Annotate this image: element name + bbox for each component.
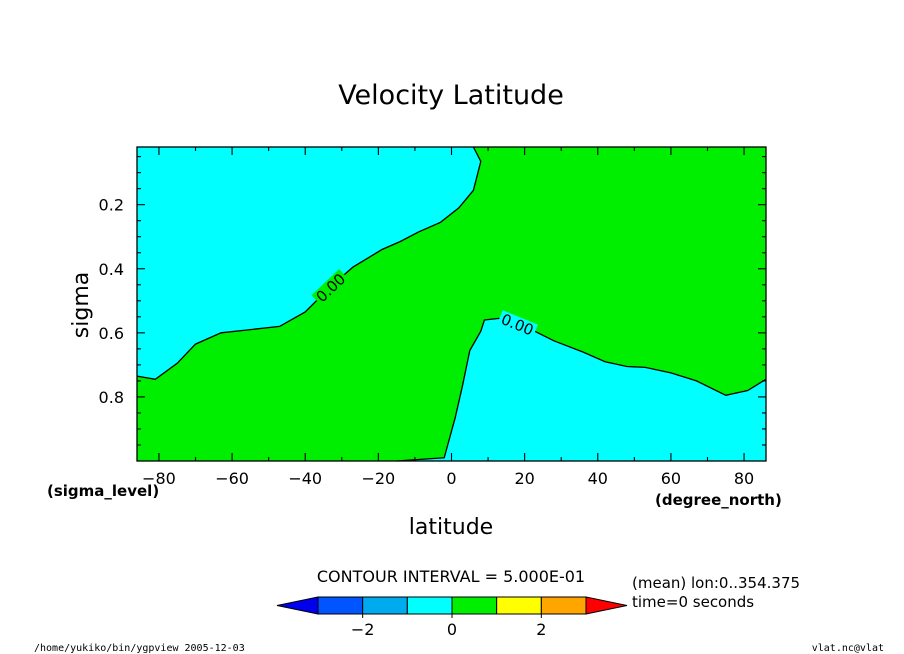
x-tick-label: 40: [588, 469, 608, 488]
y-tick-label: 0.2: [99, 196, 124, 215]
colorbar-segment: [451, 596, 498, 615]
colorbar-segment: [406, 596, 453, 615]
x-tick-label: −20: [361, 469, 395, 488]
colorbar-high-arrow: [585, 596, 628, 615]
contour-label-bg: [311, 269, 351, 307]
zero-contour-lower: [396, 317, 767, 462]
contour-interval: CONTOUR INTERVAL = 5.000E-01: [317, 567, 585, 586]
x-axis-label: latitude: [409, 515, 493, 540]
contour-label-bg: [496, 310, 538, 340]
colorbar-segment: [496, 596, 542, 615]
colorbar: [276, 596, 628, 615]
x-tick-label: 20: [514, 469, 534, 488]
footer-source: vlat.nc@vlat: [812, 643, 884, 654]
colorbar-tick-label: 2: [536, 620, 546, 639]
colorbar-segment: [540, 596, 587, 615]
plot-frame: [136, 146, 767, 462]
y-tick-label: 0.6: [99, 324, 124, 343]
x-axis-unit: (degree_north): [655, 491, 782, 509]
x-tick-label: 60: [661, 469, 681, 488]
info-mean-lon: (mean) lon:0..354.375: [632, 574, 800, 592]
x-tick-label: −80: [142, 469, 176, 488]
footer-path-date: /home/yukiko/bin/ygpview 2005-12-03: [34, 643, 245, 654]
info-time: time=0 seconds: [632, 593, 754, 611]
plot-area: 0.000.00: [136, 146, 767, 462]
colorbar-segment: [317, 596, 364, 615]
colorbar-tick-label: −2: [351, 620, 375, 639]
x-tick-label: −60: [215, 469, 249, 488]
y-axis-label: sigma: [69, 272, 94, 338]
y-tick-label: 0.8: [99, 388, 124, 407]
x-tick-label: −40: [288, 469, 322, 488]
y-axis-unit: (sigma_level): [47, 482, 159, 500]
x-tick-label: 0: [446, 469, 456, 488]
colorbar-tick-label: 0: [447, 620, 457, 639]
negative-region-upper: [137, 147, 481, 380]
chart-title: Velocity Latitude: [338, 80, 564, 111]
colorbar-low-arrow: [276, 596, 319, 615]
colorbar-segment: [362, 596, 408, 615]
x-tick-label: 80: [734, 469, 754, 488]
y-tick-label: 0.4: [99, 260, 124, 279]
negative-region-lower: [396, 318, 766, 461]
